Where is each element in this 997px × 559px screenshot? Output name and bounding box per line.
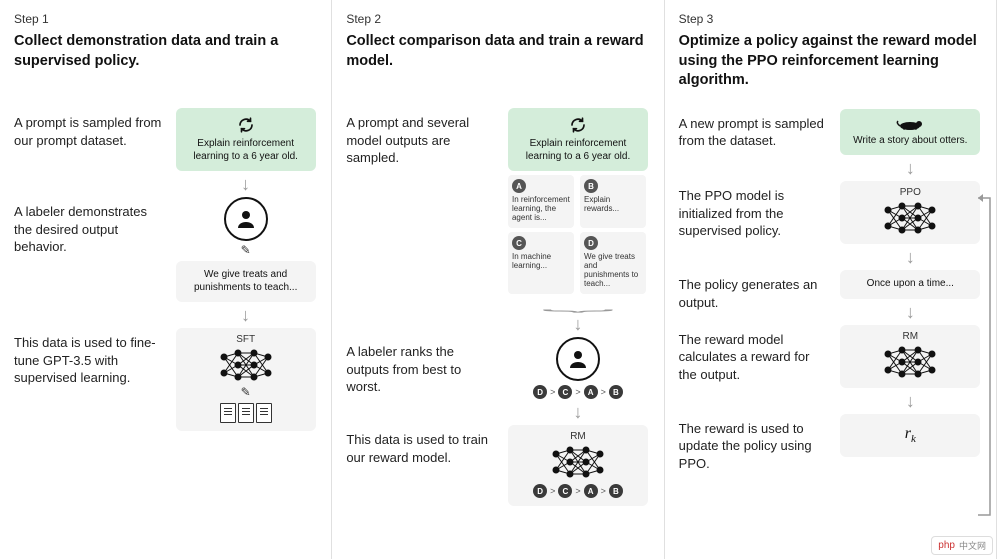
step-2-desc-rank: A labeler ranks the outputs from best to… <box>346 337 496 396</box>
ranking-pills-1: D> C> A> B <box>533 385 623 399</box>
step-1-row-sft: This data is used to fine-tune GPT-3.5 w… <box>14 328 317 431</box>
step-3-desc-output: The policy generates an output. <box>679 270 829 311</box>
step-3-vis-ppo: PPO ↓ <box>839 181 982 270</box>
pencil-icon: ✎ <box>241 385 251 399</box>
step-3-row-rm: The reward model calculates a reward for… <box>679 325 982 414</box>
cycle-icon <box>569 116 587 134</box>
prompt-card-1: Explain reinforcement learning to a 6 ye… <box>176 108 316 171</box>
arrow-down-icon: ↓ <box>906 248 915 266</box>
step-2-title: Collect comparison data and train a rewa… <box>346 32 649 90</box>
rm-model-box: RM D> C> A> B <box>508 425 648 506</box>
prompt-card-2: Explain reinforcement learning to a 6 ye… <box>508 108 648 171</box>
step-3-desc-prompt: A new prompt is sampled from the dataset… <box>679 109 829 150</box>
arrow-down-icon: ↓ <box>906 303 915 321</box>
watermark-suffix: 中文网 <box>959 539 986 552</box>
output-option-a: AIn reinforcement learning, the agent is… <box>508 175 574 228</box>
otter-icon <box>896 117 924 131</box>
cycle-icon <box>237 116 255 134</box>
step-1-desc-sft: This data is used to fine-tune GPT-3.5 w… <box>14 328 164 387</box>
prompt-card-2-text: Explain reinforcement learning to a 6 ye… <box>526 138 631 162</box>
step-3-vis-output: Once upon a time... ↓ <box>839 270 982 325</box>
step-3-row-ppo: The PPO model is initialized from the su… <box>679 181 982 270</box>
labeler-icon <box>556 337 600 381</box>
step-1-row-prompt: A prompt is sampled from our prompt data… <box>14 108 317 197</box>
reward-value-card: rk <box>840 414 980 457</box>
brace-icon: ⏟ <box>542 300 614 308</box>
labeler-output-card: We give treats and punishments to teach.… <box>176 261 316 302</box>
step-3-title: Optimize a policy against the reward mod… <box>679 32 982 91</box>
step-2-vis-rm: RM D> C> A> B <box>506 425 649 506</box>
ppo-label: PPO <box>900 187 921 198</box>
step-2-row-samples: A prompt and several model outputs are s… <box>346 108 649 337</box>
prompt-card-1-text: Explain reinforcement learning to a 6 ye… <box>193 138 298 162</box>
pencil-icon: ✎ <box>241 243 251 257</box>
step-2-desc-rm: This data is used to train our reward mo… <box>346 425 496 466</box>
step-2-vis-samples: Explain reinforcement learning to a 6 ye… <box>506 108 649 337</box>
neural-net-icon <box>216 347 276 383</box>
step-1-vis-labeler: ✎ We give treats and punishments to teac… <box>174 197 317 328</box>
step-1-desc-prompt: A prompt is sampled from our prompt data… <box>14 108 164 149</box>
labeler-output-text: We give treats and punishments to teach.… <box>194 269 297 293</box>
arrow-down-icon: ↓ <box>906 392 915 410</box>
step-3-vis-reward: rk <box>839 414 982 457</box>
neural-net-icon <box>880 200 940 236</box>
step-2-row-rank: A labeler ranks the outputs from best to… <box>346 337 649 425</box>
step-3-desc-ppo: The PPO model is initialized from the su… <box>679 181 829 240</box>
step-3-vis-rm: RM ↓ <box>839 325 982 414</box>
arrow-down-icon: ↓ <box>573 315 582 333</box>
step-1-vis-sft: SFT ✎ <box>174 328 317 431</box>
prompt-card-3-text: Write a story about otters. <box>853 135 967 146</box>
labeler-icon <box>224 197 268 241</box>
arrow-down-icon: ↓ <box>573 403 582 421</box>
step-3-row-prompt: A new prompt is sampled from the dataset… <box>679 109 982 182</box>
watermark-brand: php <box>938 540 955 551</box>
step-3-desc-reward: The reward is used to update the policy … <box>679 414 829 473</box>
step-3-row-output: The policy generates an output. Once upo… <box>679 270 982 325</box>
person-icon <box>566 347 590 371</box>
step-3-label: Step 3 <box>679 12 982 26</box>
step-2-column: Step 2 Collect comparison data and train… <box>332 0 664 559</box>
step-1-label: Step 1 <box>14 12 317 26</box>
step-2-row-rm: This data is used to train our reward mo… <box>346 425 649 506</box>
model-outputs-grid: AIn reinforcement learning, the agent is… <box>508 175 648 294</box>
arrow-down-icon: ↓ <box>241 175 250 193</box>
step-3-rows: A new prompt is sampled from the dataset… <box>679 109 982 473</box>
step-2-rows: A prompt and several model outputs are s… <box>346 108 649 506</box>
step-3-column: Step 3 Optimize a policy against the rew… <box>665 0 997 559</box>
output-option-b: BExplain rewards... <box>580 175 646 228</box>
policy-output-text: Once upon a time... <box>867 278 954 289</box>
step-1-column: Step 1 Collect demonstration data and tr… <box>0 0 332 559</box>
reward-symbol: rk <box>905 425 916 442</box>
step-1-rows: A prompt is sampled from our prompt data… <box>14 108 317 431</box>
arrow-down-icon: ↓ <box>906 159 915 177</box>
sft-model-box: SFT ✎ <box>176 328 316 431</box>
output-option-d: DWe give treats and punishments to teach… <box>580 232 646 294</box>
step-3-desc-rm: The reward model calculates a reward for… <box>679 325 829 384</box>
documents-icon <box>220 403 272 423</box>
step-2-label: Step 2 <box>346 12 649 26</box>
prompt-card-3: Write a story about otters. <box>840 109 980 156</box>
step-1-row-labeler: A labeler demonstrates the desired outpu… <box>14 197 317 328</box>
step-1-vis-prompt: Explain reinforcement learning to a 6 ye… <box>174 108 317 197</box>
step-3-row-reward: The reward is used to update the policy … <box>679 414 982 473</box>
sft-label: SFT <box>236 334 255 345</box>
step-3-vis-prompt: Write a story about otters. ↓ <box>839 109 982 182</box>
rm-model-box-2: RM <box>840 325 980 388</box>
step-1-desc-labeler: A labeler demonstrates the desired outpu… <box>14 197 164 256</box>
output-option-c: CIn machine learning... <box>508 232 574 294</box>
rm-label-2: RM <box>903 331 919 342</box>
ranking-pills-2: D> C> A> B <box>533 484 623 498</box>
ppo-model-box: PPO <box>840 181 980 244</box>
neural-net-icon <box>548 444 608 480</box>
watermark-badge: php 中文网 <box>931 536 993 555</box>
arrow-down-icon: ↓ <box>241 306 250 324</box>
step-1-title: Collect demonstration data and train a s… <box>14 32 317 90</box>
step-2-vis-rank: D> C> A> B ↓ <box>506 337 649 425</box>
rm-label: RM <box>570 431 586 442</box>
person-icon <box>234 207 258 231</box>
policy-output-card: Once upon a time... <box>840 270 980 299</box>
step-2-desc-samples: A prompt and several model outputs are s… <box>346 108 496 167</box>
neural-net-icon <box>880 344 940 380</box>
